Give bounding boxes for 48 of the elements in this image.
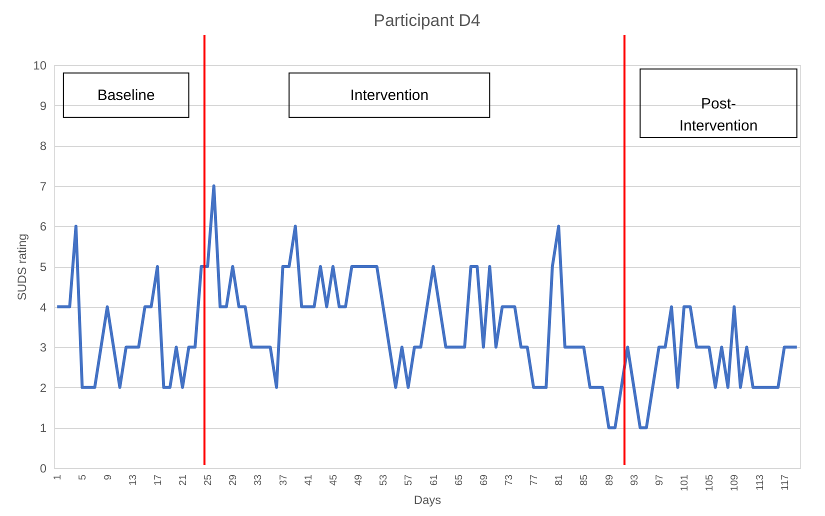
x-tick-label: 49 (354, 474, 365, 486)
y-tick-label: 6 (40, 220, 47, 234)
y-tick-label: 3 (40, 340, 47, 355)
x-tick-label: 85 (579, 474, 590, 486)
x-tick-label: 9 (102, 474, 114, 480)
y-tick-label: 4 (40, 300, 47, 314)
y-tick-label: 1 (40, 421, 47, 436)
y-tick-label: 9 (40, 98, 47, 113)
x-axis-title: Days (414, 493, 442, 508)
line-series (56, 184, 798, 430)
y-tick-label: 5 (40, 260, 47, 274)
y-axis-title: SUDS rating (15, 234, 30, 300)
x-tick-label: 109 (730, 474, 741, 492)
x-tick-label: 45 (328, 474, 340, 486)
x-tick-label: 29 (228, 474, 240, 486)
x-tick-label: 61 (428, 474, 440, 486)
y-tick-label: 0 (40, 462, 47, 476)
x-tick-label: 53 (378, 474, 390, 486)
x-tick-label: 57 (404, 474, 415, 486)
x-tick-label: 25 (203, 474, 214, 486)
x-tick-label: 1 (52, 474, 64, 480)
x-tick-label: 65 (454, 474, 465, 486)
y-tick-label: 8 (40, 139, 47, 154)
x-tick-label: 73 (504, 474, 515, 486)
x-tick-label: 113 (754, 474, 766, 490)
annotation: Post- Intervention (679, 95, 758, 134)
x-tick-label: 81 (554, 474, 566, 486)
x-tick-label: 77 (529, 474, 540, 486)
annotation: Intervention (350, 87, 429, 104)
x-tick-label: 37 (278, 474, 290, 486)
y-tick-label: 2 (40, 380, 47, 395)
x-tick-label: 97 (654, 474, 666, 486)
annotation: Baseline (97, 87, 155, 104)
x-tick-label: 93 (629, 474, 640, 486)
chart-title: Participant D4 (374, 11, 480, 30)
x-tick-label: 5 (78, 474, 89, 480)
x-tick-label: 41 (303, 474, 314, 486)
x-tick-label: 33 (253, 474, 264, 486)
x-tick-label: 13 (128, 474, 139, 486)
y-tick-label: 10 (33, 58, 47, 72)
y-tick-label: 7 (40, 179, 47, 194)
x-tick-label: 69 (478, 474, 490, 486)
x-tick-label: 117 (780, 474, 791, 490)
x-tick-label: 105 (704, 474, 716, 492)
x-tick-label: 17 (152, 474, 164, 486)
x-tick-label: 21 (178, 474, 190, 486)
x-tick-label: 89 (604, 474, 616, 486)
x-tick-label: 101 (680, 474, 691, 492)
